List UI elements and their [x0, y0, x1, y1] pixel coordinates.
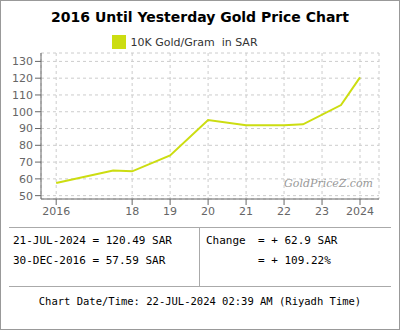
svg-text:60: 60 [19, 173, 33, 186]
svg-text:19: 19 [163, 205, 177, 218]
html-text:30-DEC-2016 = 57.59 SAR: 30-DEC-2016 = 57.59 SAR [13, 254, 166, 267]
svg-text:21: 21 [239, 205, 253, 218]
svg-text:2024: 2024 [346, 205, 374, 218]
svg-text:90: 90 [19, 122, 33, 135]
html-text:2016 Until Yesterday Gold Pric: 2016 Until Yesterday Gold Price Chart [51, 9, 349, 25]
svg-text:20: 20 [201, 205, 215, 218]
svg-text:18: 18 [125, 205, 139, 218]
svg-text:80: 80 [19, 139, 33, 152]
html-text:Chart Date/Time: 22-JUL-2024 0: Chart Date/Time: 22-JUL-2024 02:39 AM (R… [38, 295, 362, 307]
svg-text:2016: 2016 [42, 205, 70, 218]
svg-text:120: 120 [12, 72, 33, 85]
svg-text:23: 23 [315, 205, 329, 218]
html-text:= + 109.22%: = + 109.22% [258, 254, 331, 267]
svg-text:130: 130 [12, 55, 33, 68]
svg-text:70: 70 [19, 156, 33, 169]
html-text:= + 62.9 SAR: = + 62.9 SAR [258, 234, 338, 247]
svg-text:110: 110 [12, 89, 33, 102]
html-text:10K Gold/Gram in SAR: 10K Gold/Gram in SAR [130, 36, 258, 49]
html-text:21-JUL-2024 = 120.49 SAR: 21-JUL-2024 = 120.49 SAR [13, 234, 172, 247]
html-text:Change: Change [206, 234, 246, 247]
svg-text:50: 50 [19, 190, 33, 203]
svg-text:22: 22 [277, 205, 291, 218]
svg-text:100: 100 [12, 106, 33, 119]
html-text:GoldPriceZ.com: GoldPriceZ.com [284, 177, 373, 190]
